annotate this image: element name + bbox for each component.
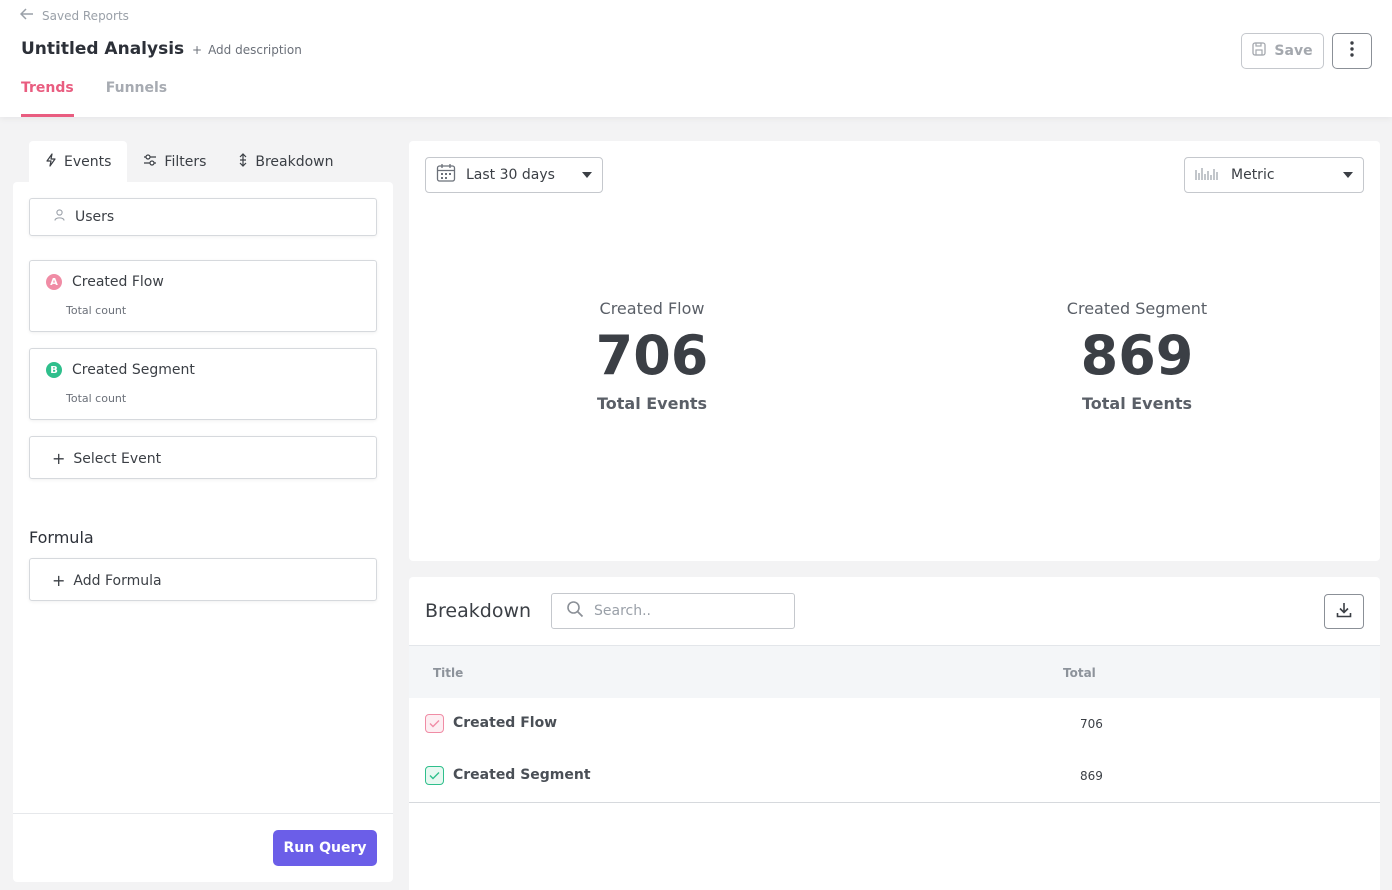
table-row: Created Flow 706 [409, 698, 1380, 750]
tab-events-label: Events [64, 153, 112, 170]
view-type-select[interactable]: Metric [1184, 157, 1364, 193]
column-header-title[interactable]: Title [433, 666, 464, 680]
more-options-button[interactable] [1332, 33, 1372, 69]
date-range-value: Last 30 days [466, 167, 555, 183]
event-name: Created Flow [72, 274, 164, 290]
user-icon [54, 209, 65, 225]
breakdown-icon [238, 152, 248, 171]
row-total: 706 [1080, 717, 1103, 731]
vertical-dots-icon [1350, 41, 1354, 61]
table-row: Created Segment 869 [409, 750, 1380, 802]
query-builder-panel: Users A Created Flow Total count B Creat… [13, 182, 393, 882]
formula-heading: Formula [29, 528, 94, 547]
table-header: Title Total [409, 645, 1380, 698]
breakdown-panel: Breakdown Search.. Title Total Created F… [409, 577, 1380, 890]
column-header-total[interactable]: Total [1063, 666, 1096, 680]
event-card-b[interactable]: B Created Segment Total count [29, 348, 377, 420]
tab-funnels[interactable]: Funnels [105, 80, 168, 96]
row-total: 869 [1080, 769, 1103, 783]
add-formula-button[interactable]: + Add Formula [29, 558, 377, 601]
save-icon [1252, 42, 1267, 60]
back-link[interactable]: Saved Reports [19, 8, 129, 23]
report-header: Saved Reports Untitled Analysis + Add de… [0, 0, 1392, 117]
metric-value: 869 [1080, 324, 1194, 387]
query-footer: Run Query [13, 813, 393, 882]
search-placeholder: Search.. [594, 603, 651, 619]
add-description-label: Add description [208, 43, 302, 57]
metric-panel: Last 30 days Metric Created Flow 706 Tot… [409, 141, 1380, 561]
save-label: Save [1274, 43, 1313, 59]
metric-created-flow: Created Flow 706 Total Events [502, 299, 802, 413]
users-selector[interactable]: Users [29, 198, 377, 236]
row-checkbox[interactable] [425, 766, 444, 785]
add-description-button[interactable]: + Add description [192, 43, 302, 57]
tab-filters-label: Filters [164, 153, 207, 170]
chevron-down-icon [582, 172, 592, 178]
check-icon [429, 768, 440, 784]
row-title: Created Flow [453, 715, 558, 731]
tab-filters[interactable]: Filters [127, 141, 222, 182]
event-badge-a: A [46, 274, 62, 290]
breakdown-title: Breakdown [425, 600, 532, 622]
report-tabs: Trends Funnels [21, 80, 167, 117]
table-divider [409, 802, 1380, 803]
metric-name: Created Segment [1066, 299, 1208, 318]
tab-events[interactable]: Events [29, 141, 128, 182]
plus-icon: + [52, 449, 66, 468]
select-event-button[interactable]: + Select Event [29, 436, 377, 479]
download-button[interactable] [1324, 594, 1364, 629]
users-label: Users [75, 209, 115, 225]
metric-unit: Total Events [1081, 394, 1193, 413]
chevron-down-icon [1343, 172, 1353, 178]
run-query-button[interactable]: Run Query [273, 830, 377, 866]
query-builder-tabs: Events Filters Breakdown [29, 141, 350, 182]
tab-trends[interactable]: Trends [21, 80, 74, 117]
arrow-left-icon [19, 8, 34, 23]
tab-breakdown[interactable]: Breakdown [222, 141, 349, 182]
bar-chart-icon [1195, 166, 1219, 184]
breakdown-search-input[interactable]: Search.. [551, 593, 795, 629]
date-range-select[interactable]: Last 30 days [425, 157, 603, 193]
add-formula-label: Add Formula [73, 572, 162, 589]
download-icon [1336, 602, 1352, 622]
check-icon [429, 716, 440, 732]
event-card-a[interactable]: A Created Flow Total count [29, 260, 377, 332]
plus-icon: + [52, 571, 66, 590]
save-button[interactable]: Save [1241, 33, 1324, 69]
report-title[interactable]: Untitled Analysis [21, 39, 185, 59]
row-title: Created Segment [453, 767, 591, 783]
event-badge-b: B [46, 362, 62, 378]
metric-created-segment: Created Segment 869 Total Events [987, 299, 1287, 413]
tab-breakdown-label: Breakdown [255, 153, 334, 170]
event-name: Created Segment [72, 362, 195, 378]
metric-unit: Total Events [596, 394, 708, 413]
select-event-label: Select Event [73, 450, 162, 467]
metric-name: Created Flow [599, 299, 705, 318]
event-aggregation[interactable]: Total count [66, 304, 127, 317]
view-type-value: Metric [1231, 167, 1275, 183]
search-icon [566, 600, 584, 622]
back-link-label: Saved Reports [42, 8, 129, 23]
metric-value: 706 [595, 324, 709, 387]
row-checkbox[interactable] [425, 714, 444, 733]
plus-icon: + [192, 43, 203, 57]
calendar-icon [436, 163, 456, 187]
lightning-icon [45, 152, 57, 171]
event-aggregation[interactable]: Total count [66, 392, 127, 405]
sliders-icon [143, 153, 157, 170]
